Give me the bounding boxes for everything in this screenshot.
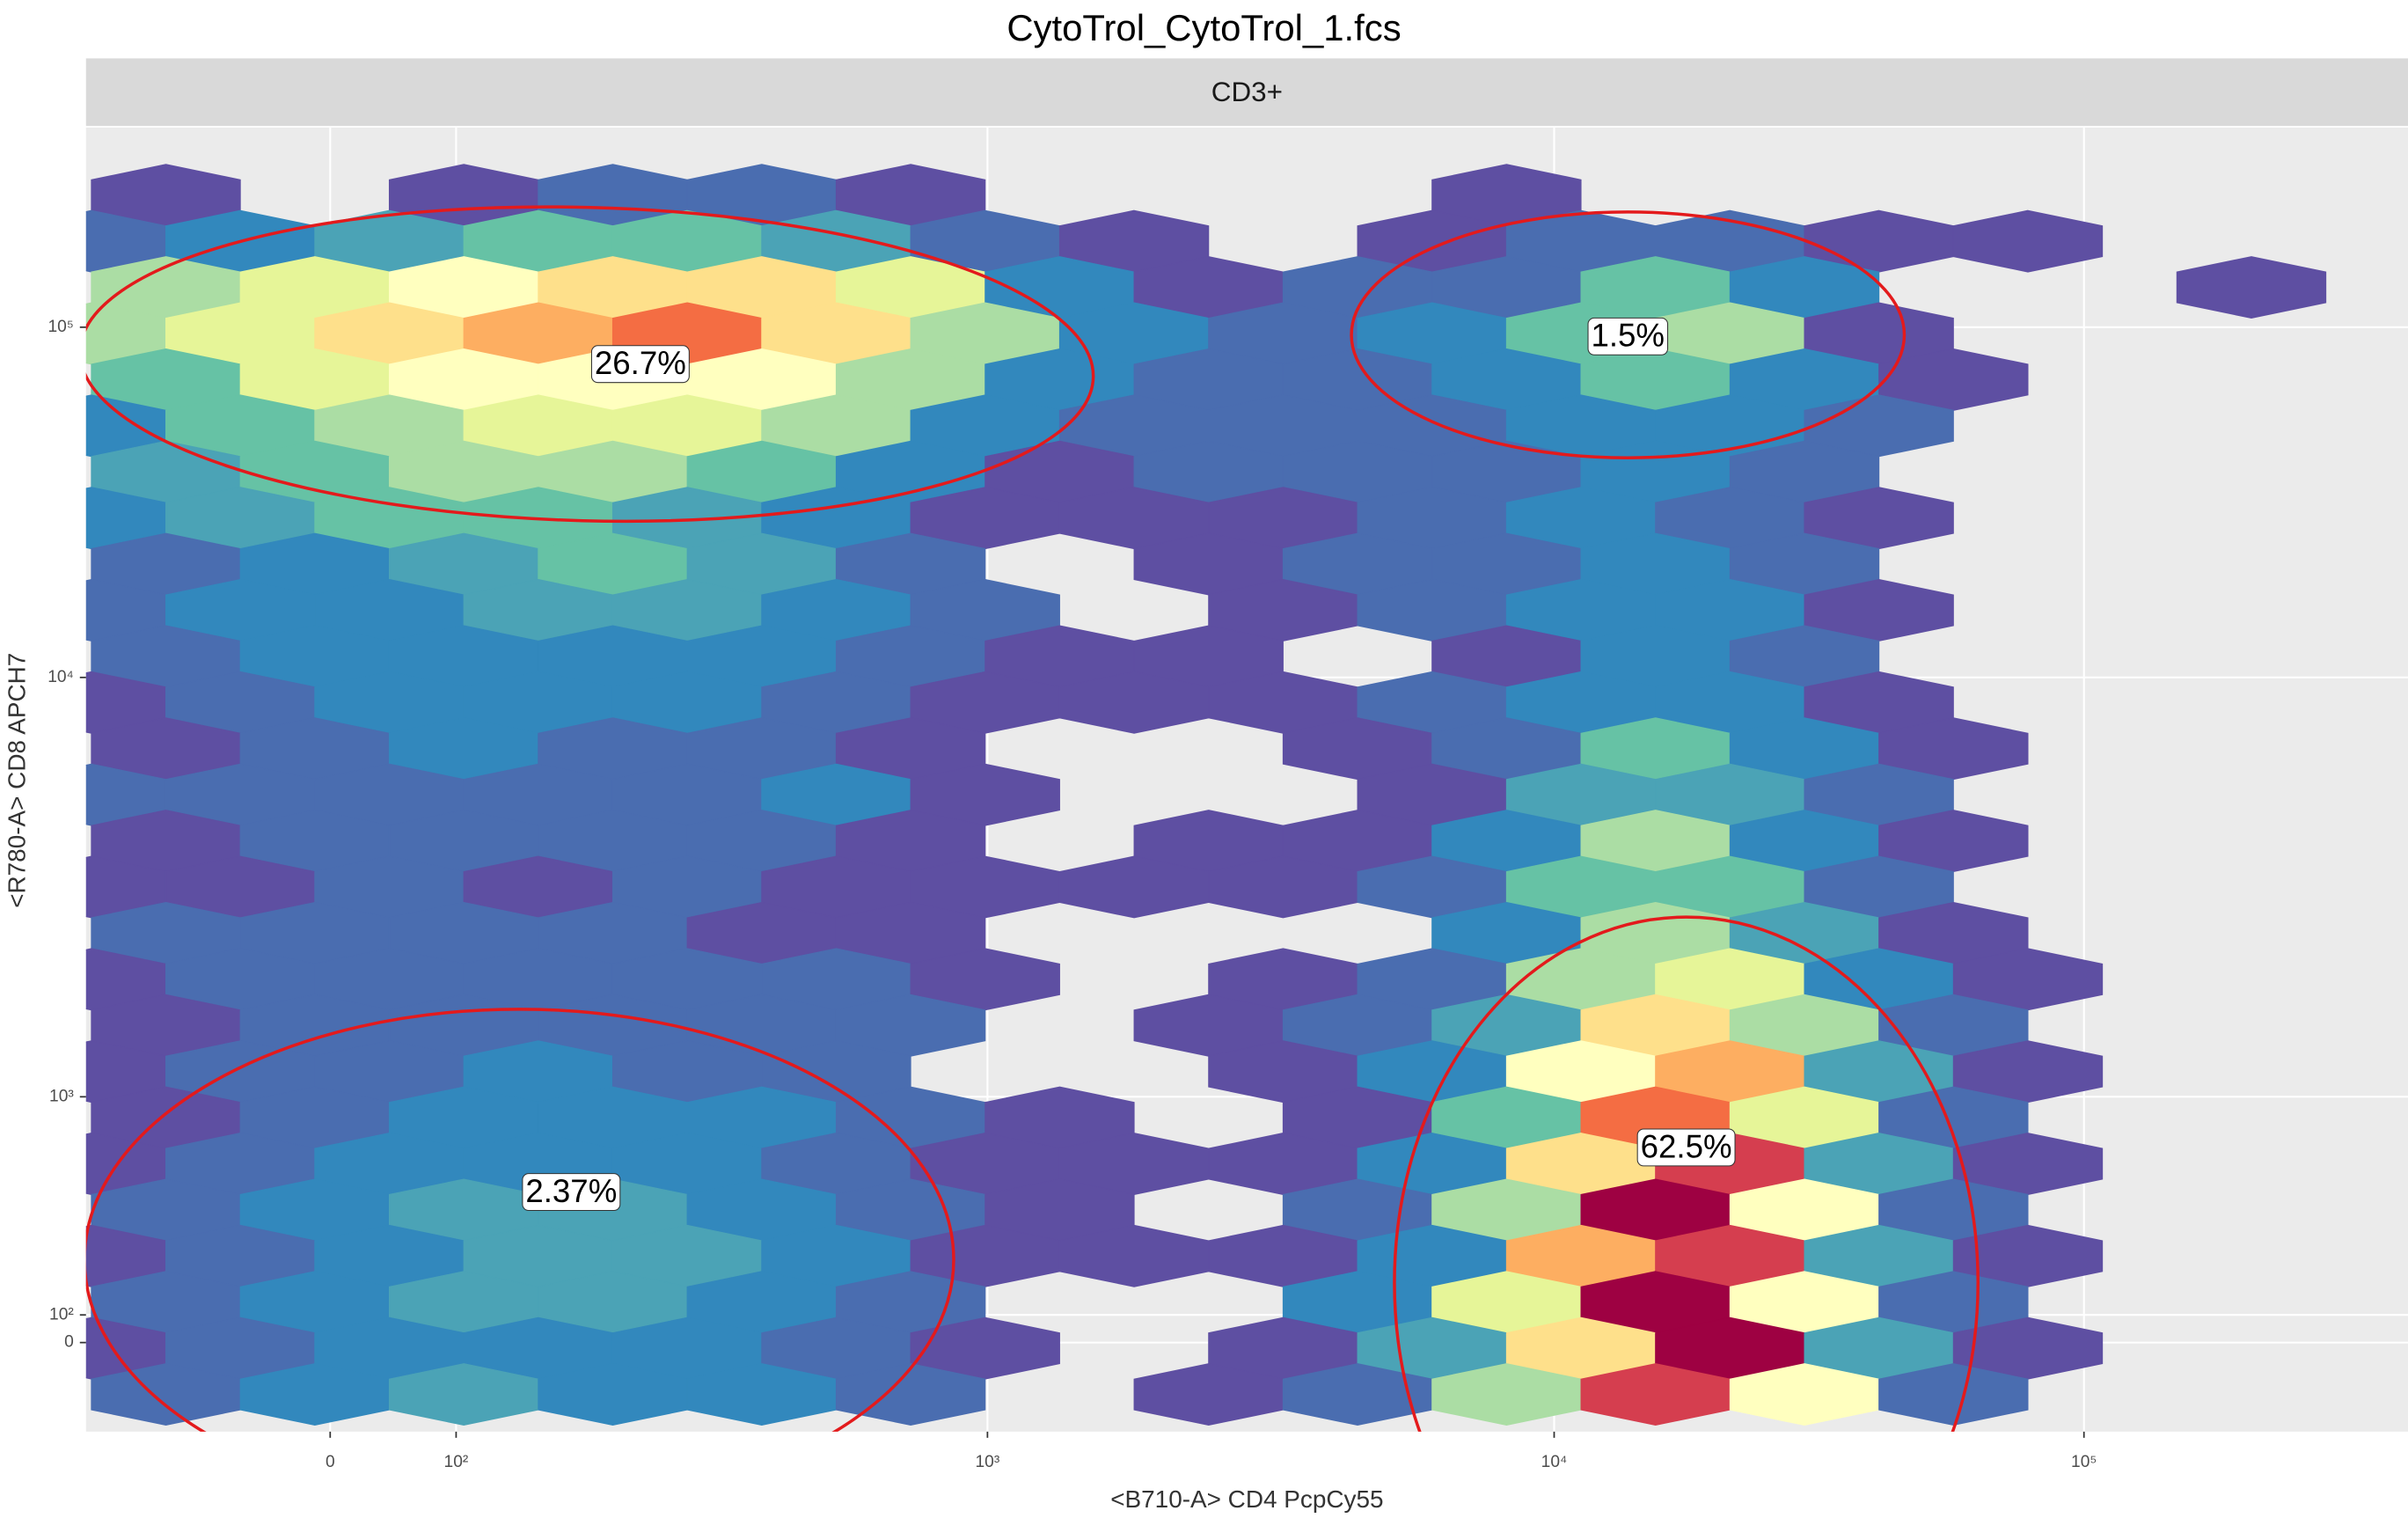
hexbin [2176, 256, 2327, 319]
y-tick-label: 0 [64, 1333, 74, 1352]
y-tick-label: 10⁴ [48, 668, 74, 686]
gate-label-box [1636, 1128, 1736, 1167]
y-axis-title: <R780-A> CD8 APCH7 [3, 653, 30, 908]
gate [1350, 210, 1907, 459]
y-tick-label: 10⁵ [48, 318, 73, 336]
gate-label: 62.5% [1641, 1128, 1732, 1164]
gate [85, 205, 1095, 524]
gate-label-box [1587, 317, 1669, 356]
gate-label: 1.5% [1592, 318, 1665, 354]
x-tick-label: 10⁵ [2071, 1453, 2097, 1471]
gate [1393, 915, 1980, 1432]
gate [85, 1008, 955, 1432]
gate-label: 2.37% [525, 1173, 617, 1209]
y-tick-label: 10² [49, 1305, 74, 1324]
y-tick-label: 10³ [49, 1087, 74, 1105]
hexbin [1952, 209, 2104, 273]
x-tick-label: 10³ [976, 1453, 1000, 1471]
gates: 26.7% 1.5% 62.5% 2.37% [85, 205, 1980, 1432]
x-tick-label: 10² [444, 1453, 469, 1471]
x-tick-label: 0 [326, 1453, 335, 1471]
x-axis-title: <B710-A> CD4 PcpCy55 [1110, 1485, 1383, 1513]
axes: 0 10² 10³ 10⁴ 10⁵ 0 10² 10³ 10⁴ 10⁵ [48, 318, 2097, 1471]
gate-label: 26.7% [595, 345, 686, 381]
gate-label-box [590, 345, 690, 384]
facet-strip [85, 58, 2408, 127]
gate-label-box [522, 1173, 621, 1212]
chart-title: CytoTrol_CytoTrol_1.fcs [1006, 7, 1401, 48]
facet-label: CD3+ [1211, 77, 1283, 107]
x-tick-label: 10⁴ [1541, 1453, 1568, 1471]
hexbin [835, 1363, 986, 1426]
